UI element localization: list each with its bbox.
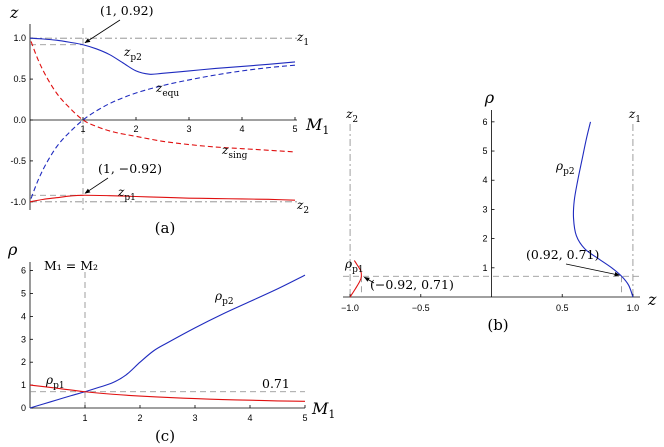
series-line-p1 [349,260,362,298]
x-axis-label: z [647,290,657,309]
label-zsing: zsing [221,143,248,161]
panel-b: −1.0 −0.5 0.5 1.0 1 2 3 4 5 6 ρ z z2 z1 ρp2 ρp1 (−0.92, … [341,88,657,334]
series-line-p2 [29,274,306,409]
label-z1: z1 [628,107,641,125]
y-axis-label: ρ [7,240,18,259]
y-axis-label: z [9,3,19,22]
x-tick-label: 5 [302,413,307,423]
label-rhop2: ρp2 [555,159,575,177]
y-tick-label: 6 [21,266,26,276]
y-tick-label: 1 [482,263,487,273]
x-axis-label: M1 [311,399,335,421]
x-tick-label: 4 [247,413,252,423]
label-rhop1: ρp1 [45,373,65,391]
panel-a: 1 2 3 4 5 1.0 0.5 0.0 -0.5 -1.0 z M1 z1 z2 zp2 zequ zsin… [9,3,329,237]
annotation-1-092: (1, 0.92) [100,3,154,18]
y-tick-label: 2 [21,357,26,367]
y-tick-label: 0.5 [13,74,26,84]
series-line-equ [30,64,296,199]
x-tick-label: 2 [137,413,142,423]
arrow-092-071 [565,263,621,277]
x-tick-label: 1.0 [627,303,640,313]
arrow-1-092 [84,19,121,44]
x-tick-label: −1.0 [341,303,359,313]
label-rhop1: ρp1 [344,257,364,275]
y-tick-label: 0 [21,403,26,413]
y-tick-label: 3 [482,204,487,214]
arrow-m092-071 [363,276,375,284]
series-line-p1 [29,384,306,402]
label-zequ: zequ [155,81,179,99]
label-z1: z1 [296,30,309,48]
x-tick-label: 4 [239,124,244,134]
y-tick-label: -1.0 [10,197,26,207]
label-z2: z2 [345,107,358,125]
arrow-1-m092 [84,177,109,194]
label-rhop2: ρp2 [214,289,234,307]
y-tick-label: 2 [482,234,487,244]
series-line-p1 [29,194,296,203]
y-tick-label: 0.0 [13,115,26,125]
label-z2: z2 [296,198,309,216]
label-zp2: zp2 [123,45,142,63]
label-zp1: zp1 [117,185,136,203]
x-tick-label: 3 [192,413,197,423]
series-line-p2 [572,121,634,298]
y-tick-label: 3 [21,334,26,344]
y-tick-label: 6 [482,117,487,127]
y-tick-label: 4 [482,175,487,185]
annotation-071: 0.71 [262,376,290,391]
annotation-m1-eq-m2: M₁ = M₂ [44,258,98,273]
y-tick-label: 1 [21,380,26,390]
annotation-m092-071: (−0.92, 0.71) [370,277,454,292]
annotation-1-m092: (1, −0.92) [98,161,162,176]
y-tick-label: 4 [21,311,26,321]
panel-label-c: (c) [155,427,175,445]
x-tick-label: 2 [133,124,138,134]
x-axis-label: M1 [305,115,329,137]
panel-c: 1 2 3 4 5 0 1 2 3 4 5 6ρ M1 ρp2 ρp1 M₁ = M₂ 0.71 (c) [7,240,335,445]
panel-label-a: (a) [155,219,176,237]
panel-label-b: (b) [487,316,508,334]
annotation-092-071: (0.92, 0.71) [526,247,599,262]
y-tick-label: 5 [482,146,487,156]
x-tick-label: 5 [292,124,297,134]
series-line-p2 [29,37,296,75]
x-tick-label: 3 [186,124,191,134]
y-tick-label: 5 [21,288,26,298]
x-tick-label: 1 [80,124,85,134]
series-line-sing [30,41,296,153]
y-axis-label: ρ [484,88,495,107]
x-tick-label: 0.5 [556,303,569,313]
y-tick-label: 1.0 [13,33,26,43]
y-tick-label: -0.5 [10,156,26,166]
x-tick-label: 1 [82,413,87,423]
x-tick-label: −0.5 [412,303,430,313]
